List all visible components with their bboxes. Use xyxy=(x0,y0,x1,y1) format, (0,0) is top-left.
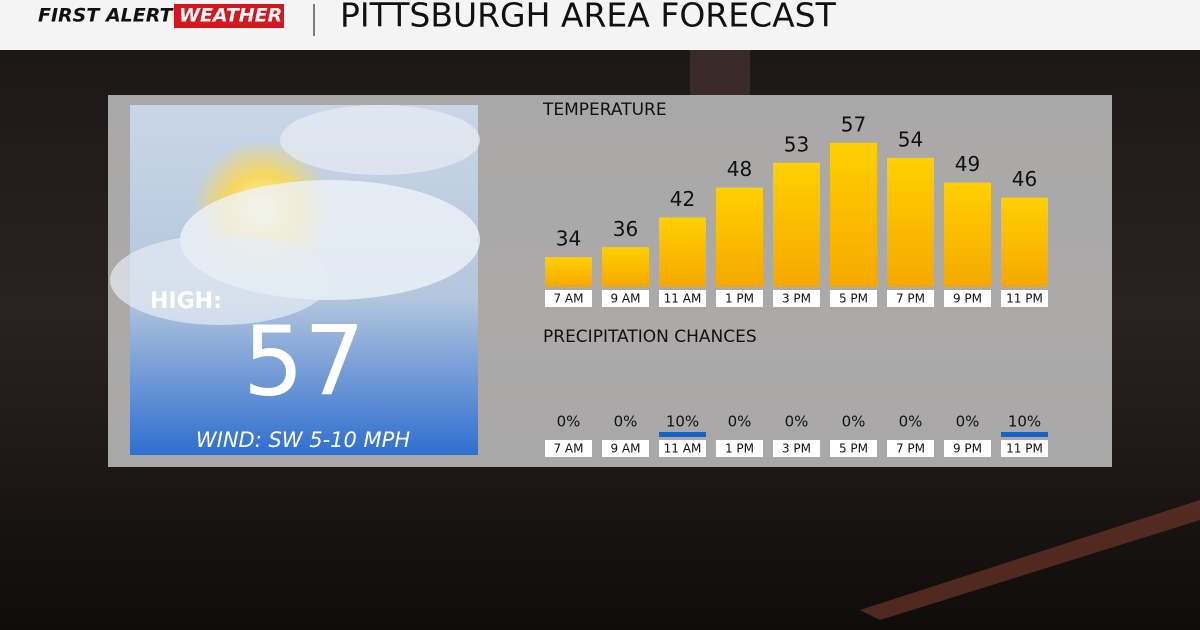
bar xyxy=(545,257,592,287)
x-tick-label: 11 AM xyxy=(664,292,702,306)
bar xyxy=(944,182,991,287)
chart-title: TEMPERATURE xyxy=(542,100,667,120)
bar xyxy=(1001,197,1048,287)
brand-box xyxy=(174,4,284,28)
x-tick-label: 1 PM xyxy=(725,442,754,456)
highway-lights xyxy=(860,500,1200,620)
header-title: PITTSBURGH AREA FORECAST xyxy=(340,0,837,35)
value-label: 0% xyxy=(728,413,752,431)
category-box xyxy=(887,440,934,457)
high-label: HIGH: xyxy=(150,289,222,314)
category-box xyxy=(545,440,592,457)
x-tick-label: 9 PM xyxy=(953,292,982,306)
brand-box-text: WEATHER xyxy=(179,5,282,27)
category-box xyxy=(659,290,706,307)
value-label: 0% xyxy=(614,413,638,431)
value-label: 46 xyxy=(1012,167,1037,191)
bar xyxy=(716,187,763,287)
wind: WIND: SW 5-10 MPH xyxy=(196,428,410,452)
category-box xyxy=(1001,290,1048,307)
high-value: 57 xyxy=(243,305,365,417)
chart-title: PRECIPITATION CHANCES xyxy=(543,327,757,347)
bar xyxy=(887,157,934,287)
category-box xyxy=(773,440,820,457)
x-tick-label: 9 PM xyxy=(953,442,982,456)
x-tick-label: 7 AM xyxy=(553,292,583,306)
x-tick-label: 11 PM xyxy=(1006,292,1043,306)
category-box xyxy=(887,290,934,307)
value-label: 48 xyxy=(727,157,752,181)
category-box xyxy=(545,290,592,307)
category-box xyxy=(716,290,763,307)
category-box xyxy=(830,290,877,307)
x-tick-label: 7 PM xyxy=(896,292,925,306)
category-box xyxy=(830,440,877,457)
category-box xyxy=(944,440,991,457)
category-box xyxy=(773,290,820,307)
x-tick-label: 3 PM xyxy=(782,442,811,456)
cloud xyxy=(280,105,480,175)
category-box xyxy=(1001,440,1048,457)
value-label: 49 xyxy=(955,152,980,176)
x-tick-label: 5 PM xyxy=(839,292,868,306)
value-label: 0% xyxy=(785,413,809,431)
value-label: 0% xyxy=(956,413,980,431)
value-label: 0% xyxy=(557,413,581,431)
bar xyxy=(659,217,706,287)
category-box xyxy=(716,440,763,457)
building xyxy=(690,50,750,95)
value-label: 54 xyxy=(898,127,923,151)
x-tick-label: 11 AM xyxy=(664,442,702,456)
bar xyxy=(773,162,820,287)
value-label: 0% xyxy=(842,413,866,431)
value-label: 10% xyxy=(666,413,699,431)
value-label: 34 xyxy=(556,227,581,251)
bar xyxy=(602,247,649,287)
x-tick-label: 1 PM xyxy=(725,292,754,306)
x-tick-label: 9 AM xyxy=(610,292,640,306)
x-tick-label: 9 AM xyxy=(610,442,640,456)
cloud xyxy=(110,235,330,325)
bar xyxy=(1001,432,1048,437)
x-tick-label: 3 PM xyxy=(782,292,811,306)
x-tick-label: 7 AM xyxy=(553,442,583,456)
value-label: 10% xyxy=(1008,413,1041,431)
brand: FIRST ALERT xyxy=(38,5,175,27)
x-tick-label: 11 PM xyxy=(1006,442,1043,456)
category-box xyxy=(944,290,991,307)
bar xyxy=(830,142,877,287)
value-label: 0% xyxy=(899,413,923,431)
bar xyxy=(659,432,706,437)
value-label: 53 xyxy=(784,132,809,156)
category-box xyxy=(659,440,706,457)
value-label: 42 xyxy=(670,187,695,211)
x-tick-label: 7 PM xyxy=(896,442,925,456)
x-tick-label: 5 PM xyxy=(839,442,868,456)
value-label: 36 xyxy=(613,217,638,241)
value-label: 57 xyxy=(841,112,866,136)
category-box xyxy=(602,290,649,307)
category-box xyxy=(602,440,649,457)
